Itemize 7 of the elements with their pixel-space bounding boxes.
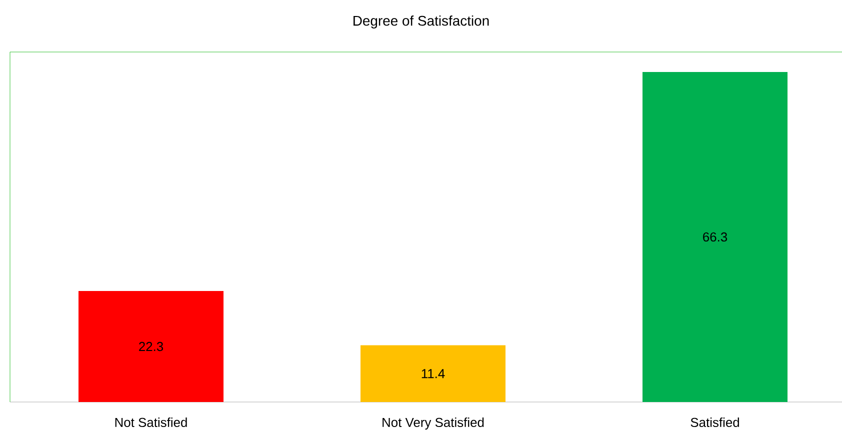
data-label: 11.4 [422, 369, 445, 378]
x-tick-label: Not Satisfied [115, 418, 187, 428]
x-tick-label: Satisfied [690, 418, 740, 428]
chart-title: Degree of Satisfaction [354, 15, 489, 28]
data-label: 22.3 [139, 342, 164, 352]
data-label: 66.3 [703, 232, 728, 242]
x-tick-label: Not Very Satisfied [382, 418, 484, 430]
